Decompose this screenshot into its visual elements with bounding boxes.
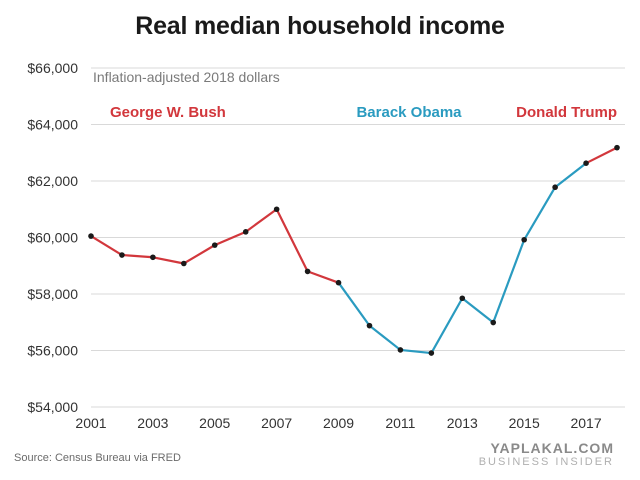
data-point — [273, 206, 280, 213]
y-tick-label: $60,000 — [27, 230, 78, 246]
segment-label: George W. Bush — [110, 104, 226, 121]
data-point — [521, 236, 527, 243]
data-point — [242, 229, 249, 235]
source-note: Source: Census Bureau via FRED — [14, 452, 181, 464]
series-line — [584, 146, 619, 165]
segment-label: Donald Trump — [516, 104, 617, 121]
x-tick-label: 2007 — [261, 415, 292, 431]
data-point — [614, 144, 620, 151]
segment-label: Barack Obama — [356, 104, 462, 121]
y-tick-label: $56,000 — [27, 343, 78, 359]
y-tick-label: $62,000 — [27, 173, 78, 189]
x-tick-label: 2005 — [199, 415, 230, 431]
data-point — [119, 252, 125, 258]
data-point — [490, 319, 497, 326]
data-point — [583, 160, 589, 167]
y-tick-label: $64,000 — [27, 117, 78, 133]
data-point — [150, 254, 156, 261]
data-point — [397, 347, 404, 353]
x-tick-label: 2013 — [447, 415, 478, 431]
x-tick-label: 2009 — [323, 415, 354, 431]
data-point — [304, 268, 311, 275]
x-tick-label: 2001 — [75, 415, 106, 431]
chart-title: Real median household income — [135, 12, 505, 40]
x-tick-label: 2017 — [570, 415, 601, 431]
x-tick-label: 2015 — [509, 415, 540, 431]
data-point — [459, 295, 466, 302]
watermark-logo: YAPLAKAL.COM — [490, 440, 614, 456]
data-point — [366, 322, 373, 329]
publisher-logo: BUSINESS INSIDER — [478, 456, 614, 468]
x-tick-label: 2003 — [137, 415, 168, 431]
series-line — [337, 162, 588, 355]
data-point — [428, 350, 435, 356]
x-tick-label: 2011 — [385, 415, 415, 431]
y-tick-label: $54,000 — [27, 399, 78, 415]
data-point — [88, 233, 94, 239]
y-tick-label: $58,000 — [27, 286, 78, 302]
data-point — [211, 242, 218, 248]
data-point — [552, 184, 558, 191]
data-point — [335, 279, 342, 286]
data-point — [181, 260, 187, 267]
chart-subtitle: Inflation-adjusted 2018 dollars — [93, 69, 280, 85]
y-tick-label: $66,000 — [27, 60, 78, 76]
